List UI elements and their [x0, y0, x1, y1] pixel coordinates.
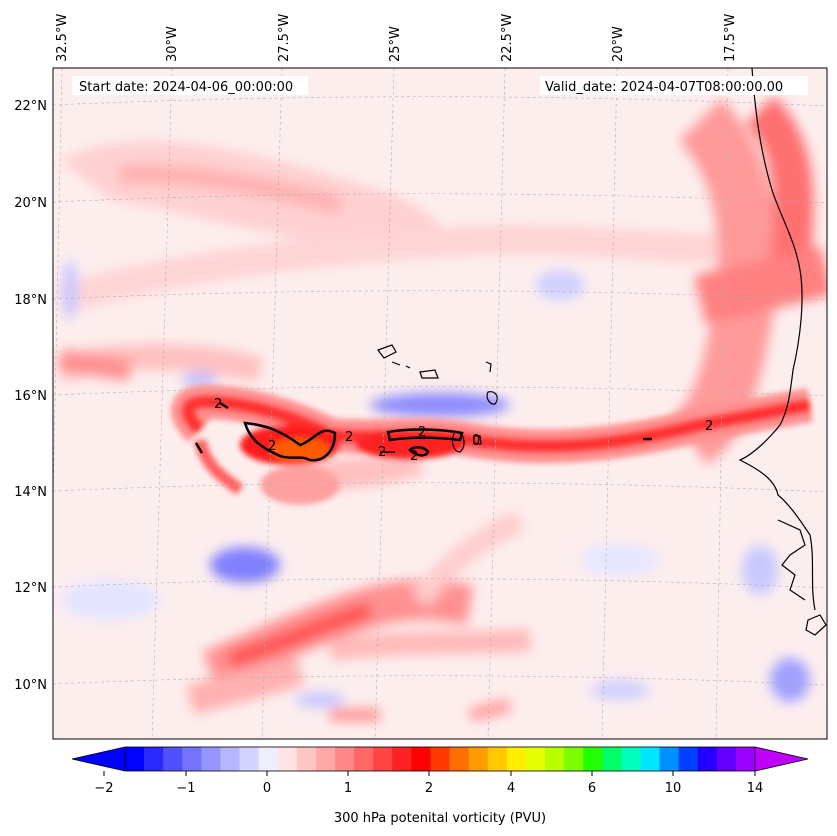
- lon-label: 25°W: [388, 26, 403, 62]
- lon-label: 32.5°W: [55, 14, 70, 62]
- lon-label: 27.5°W: [277, 14, 292, 62]
- contour-label: 2: [268, 439, 276, 454]
- coastline: [377, 68, 827, 636]
- lon-label: 20°W: [611, 26, 626, 62]
- contour-label: 2: [418, 425, 426, 440]
- colorbar-cell: [201, 747, 222, 771]
- colorbar-tick-label: 4: [507, 781, 515, 796]
- lat-label: 22°N: [14, 99, 47, 114]
- contour-label: 2: [214, 397, 222, 412]
- valid-date-text: Valid_date: 2024-04-07T08:00:00.00: [545, 80, 783, 95]
- colorbar-over-arrow: [755, 747, 808, 771]
- contour-label: 2: [378, 445, 386, 460]
- colorbar-cell: [449, 747, 470, 771]
- colorbar-cell: [335, 747, 355, 771]
- colorbar-tick-label: 14: [747, 781, 764, 796]
- valid-date-box: [540, 76, 808, 95]
- colorbar-cell: [373, 747, 393, 771]
- colorbar-cell: [220, 747, 241, 771]
- colorbar-tick-label: 6: [588, 781, 596, 796]
- lon-label: 22.5°W: [500, 14, 515, 62]
- contour-label: 2: [410, 449, 418, 464]
- colorbar-cell: [125, 747, 145, 771]
- colorbar-tick-label: 1: [344, 781, 352, 796]
- contour-label: 2: [345, 430, 353, 445]
- map-frame: [52, 67, 828, 740]
- contour-label: 0: [472, 433, 480, 448]
- map-panel: 2 2 2 2 2 2 0 2: [53, 68, 827, 739]
- colorbar-cell: [697, 747, 718, 771]
- colorbar-cell: [545, 747, 565, 771]
- colorbar-cell: [239, 747, 260, 771]
- lon-label: 30°W: [165, 26, 180, 62]
- colorbar-cell: [735, 747, 756, 771]
- colorbar-label: 300 hPa potenital vorticity (PVU): [334, 811, 546, 826]
- colorbar-cell: [182, 747, 202, 771]
- colorbar-cell: [640, 747, 661, 771]
- colorbar-cell: [430, 747, 451, 771]
- lat-label: 14°N: [14, 485, 47, 500]
- colorbar-cell: [468, 747, 489, 771]
- colorbar-cell: [659, 747, 680, 771]
- start-date-text: Start date: 2024-04-06_00:00:00: [79, 80, 293, 95]
- contour-label: 2: [705, 419, 713, 434]
- lon-label: 17.5°W: [723, 14, 738, 62]
- lat-label: 20°N: [14, 196, 47, 211]
- lat-labels: 22°N 20°N 18°N 16°N 14°N 12°N 10°N: [14, 99, 47, 693]
- colorbar-cell: [716, 747, 737, 771]
- colorbar-cell: [315, 747, 336, 771]
- lat-label: 10°N: [14, 678, 47, 693]
- pv-contours: [194, 401, 652, 462]
- colorbar-cell: [525, 747, 546, 771]
- colorbar-under-arrow: [72, 747, 125, 771]
- pv-shading: [55, 95, 827, 722]
- graticule: [53, 68, 827, 739]
- colorbar-tick-label: −2: [94, 781, 113, 796]
- contour-labels: 2 2 2 2 2 2 0 2: [214, 397, 713, 464]
- colorbar-cell: [506, 747, 527, 771]
- colorbar-cell: [411, 747, 432, 771]
- colorbar-cell: [487, 747, 508, 771]
- colorbar-frame: [124, 746, 756, 772]
- colorbar-cell: [392, 747, 412, 771]
- colorbar-ticks: [103, 771, 756, 776]
- colorbar-cell: [602, 747, 622, 771]
- colorbar-cell: [564, 747, 584, 771]
- lat-label: 12°N: [14, 581, 47, 596]
- colorbar-cell: [144, 747, 164, 771]
- colorbar-cell: [583, 747, 603, 771]
- colorbar-cell: [296, 747, 317, 771]
- colorbar-cell: [678, 747, 699, 771]
- colorbar-tick-label: −1: [176, 781, 195, 796]
- start-date-box: [72, 76, 308, 95]
- colorbar-tick-label: 10: [665, 781, 682, 796]
- colorbar-cell: [354, 747, 374, 771]
- colorbar-cell: [258, 747, 279, 771]
- lat-label: 16°N: [14, 389, 47, 404]
- colorbar-cell: [163, 747, 183, 771]
- colorbar-tick-label: 0: [263, 781, 271, 796]
- colorbar-tick-label: 2: [425, 781, 433, 796]
- colorbar: −2 −1 0 1 2 4 6 10 14 300 hPa potenital …: [71, 746, 809, 826]
- lat-label: 18°N: [14, 293, 47, 308]
- colorbar-cell: [277, 747, 298, 771]
- lon-labels: 32.5°W 30°W 27.5°W 25°W 22.5°W 20°W 17.5…: [55, 14, 738, 62]
- colorbar-cell: [621, 747, 642, 771]
